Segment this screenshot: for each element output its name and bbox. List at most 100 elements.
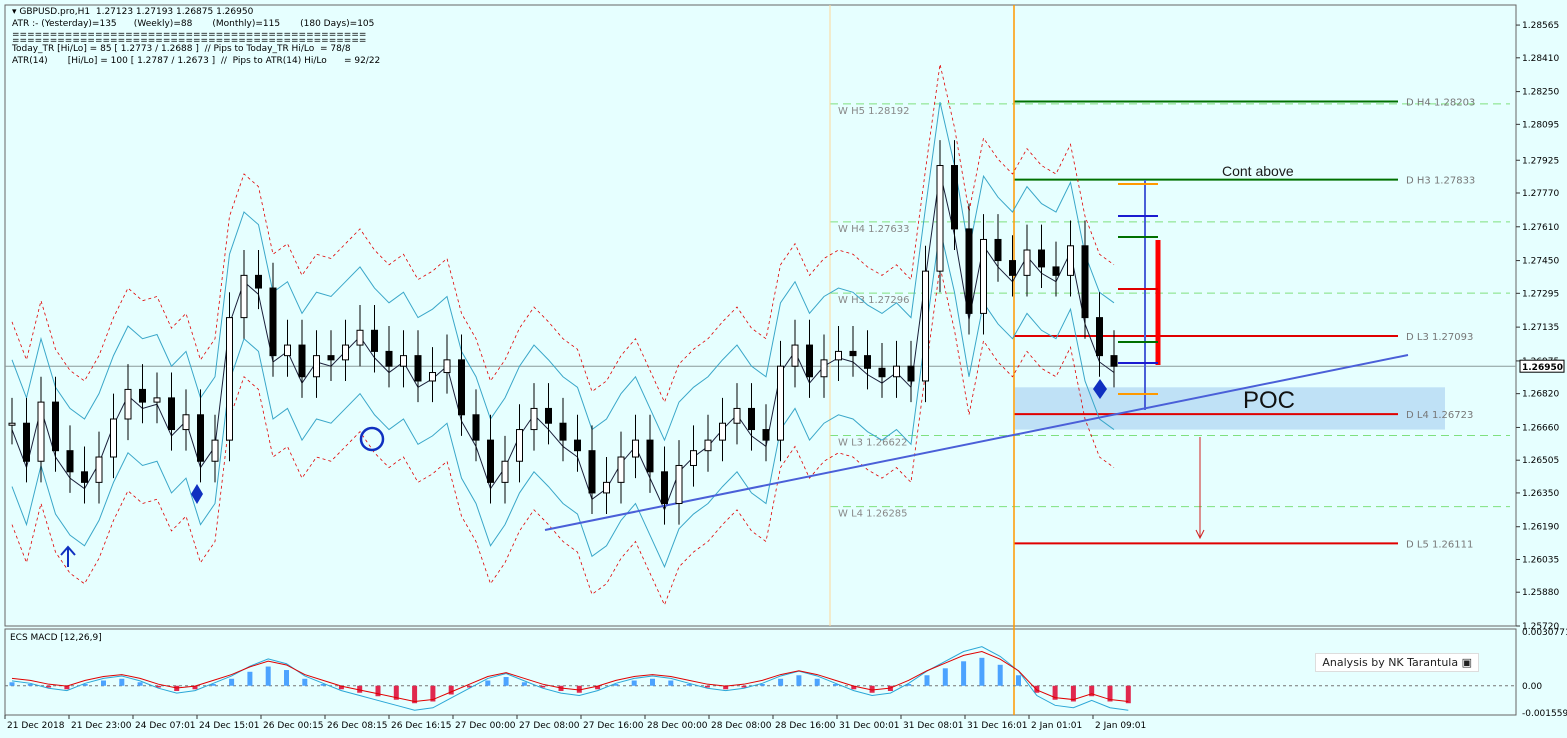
diamond-marker: [191, 484, 203, 504]
candle-body: [574, 439, 581, 452]
candle-body: [936, 165, 944, 272]
envelope-lower-line: [11, 266, 1115, 606]
macd-line: [11, 646, 1129, 711]
macd-histogram-bar: [796, 675, 802, 686]
macd-histogram-bar: [961, 661, 967, 686]
weekly-pivot-label: W H4 1.27633: [838, 224, 909, 235]
macd-histogram-bar: [27, 684, 33, 686]
y-tick-label: 1.26505: [1522, 456, 1559, 466]
candle-body: [313, 355, 320, 378]
candle-body: [588, 450, 596, 494]
candle-body: [458, 359, 465, 416]
candle-body: [835, 350, 842, 361]
candle-body: [400, 355, 407, 367]
candle-body: [1110, 355, 1118, 367]
weekly-pivot-label: W L3 1.26622: [838, 437, 908, 448]
candle-body: [182, 414, 190, 431]
candle-body: [385, 350, 393, 367]
separator-1: ========================================…: [12, 30, 367, 40]
macd-histogram-bar: [704, 685, 710, 688]
y-tick-label: 1.28250: [1522, 88, 1559, 98]
candle-body: [806, 344, 813, 378]
x-tick-label: 31 Dec 16:01: [967, 721, 1028, 731]
macd-histogram-bar: [668, 680, 674, 686]
bollinger-upper-line: [11, 102, 1115, 442]
x-tick-label: 28 Dec 00:00: [647, 721, 708, 731]
candle-body: [8, 422, 16, 426]
macd-histogram-bar: [210, 684, 216, 686]
candle-body: [965, 228, 973, 314]
macd-histogram-bar: [467, 685, 472, 688]
candle-body: [922, 270, 929, 382]
y-tick-label: 1.26820: [1522, 390, 1559, 400]
candle-body: [951, 165, 958, 230]
candle-body: [530, 407, 538, 431]
macd-histogram-bar: [979, 657, 985, 686]
weekly-pivot-label: W H3 1.27296: [838, 295, 909, 306]
x-tick-label: 24 Dec 07:01: [135, 721, 196, 731]
macd-histogram-bar: [595, 685, 601, 690]
candle-body: [690, 450, 697, 466]
macd-histogram-bar: [46, 685, 52, 688]
macd-histogram-bar: [64, 685, 70, 690]
macd-histogram-bar: [119, 678, 125, 686]
current-price-box: [1519, 359, 1565, 373]
y-tick-label: 1.27610: [1522, 223, 1559, 233]
daily-pivot-label: D L4 1.26723: [1406, 410, 1473, 421]
candle-body: [472, 414, 480, 441]
candle-body: [704, 439, 712, 452]
candle-body: [52, 401, 59, 452]
macd-histogram-bar: [869, 685, 875, 693]
close-icon[interactable]: ▣: [1461, 656, 1472, 669]
candle-body: [414, 355, 422, 382]
y-tick-label: 1.27770: [1522, 189, 1559, 199]
macd-histogram-bar: [229, 678, 235, 686]
candle-body: [342, 344, 349, 361]
macd-histogram-bar: [576, 685, 582, 693]
candle-body: [1096, 317, 1103, 357]
macd-histogram-bar: [1125, 685, 1131, 704]
candle-body: [748, 407, 755, 431]
candle-body: [1081, 245, 1089, 319]
macd-histogram-bar: [741, 685, 747, 688]
macd-histogram-bar: [778, 678, 784, 686]
x-tick-label: 28 Dec 16:00: [775, 721, 836, 731]
macd-title: ECS MACD [12,26,9]: [10, 633, 102, 643]
envelope-upper-line: [11, 64, 1115, 404]
daily-pivot-label: D L5 1.26111: [1406, 539, 1473, 550]
macd-histogram-bar: [686, 684, 692, 686]
circle-marker: [359, 426, 385, 452]
weekly-pivot-label: W H5 1.28192: [838, 106, 909, 117]
y-tick-label: 1.26660: [1522, 423, 1559, 433]
poc-label: POC: [1243, 387, 1295, 414]
candle-body: [516, 429, 523, 462]
x-tick-label: 26 Dec 00:15: [263, 721, 324, 731]
x-tick-label: 21 Dec 2018: [7, 721, 65, 731]
candle-body: [864, 355, 871, 369]
x-tick-label: 28 Dec 08:00: [711, 721, 772, 731]
candle-body: [1052, 266, 1060, 276]
macd-histogram-bar: [924, 675, 930, 686]
up-arrow-icon: [60, 545, 76, 567]
candle-body: [1009, 260, 1016, 276]
macd-histogram-bar: [9, 682, 15, 686]
candle-body: [762, 429, 770, 441]
macd-histogram-bar: [430, 685, 436, 702]
x-tick-label: 26 Dec 08:15: [327, 721, 388, 731]
macd-histogram-bar: [906, 684, 912, 686]
macd-histogram-bar: [302, 678, 308, 686]
macd-histogram-bar: [448, 685, 454, 695]
x-tick-label: 31 Dec 08:01: [903, 721, 964, 731]
y-tick-label: 1.26035: [1522, 555, 1559, 565]
macd-histogram-bar: [942, 668, 948, 686]
candle-body: [1038, 249, 1045, 268]
macd-histogram-bar: [1107, 685, 1113, 702]
y-tick-label: 1.26350: [1522, 489, 1559, 499]
macd-histogram-bar: [192, 685, 198, 690]
candle-body: [791, 344, 799, 367]
macd-histogram-bar: [412, 685, 418, 704]
poc-zone: [1015, 387, 1445, 430]
candle-body: [878, 367, 886, 378]
